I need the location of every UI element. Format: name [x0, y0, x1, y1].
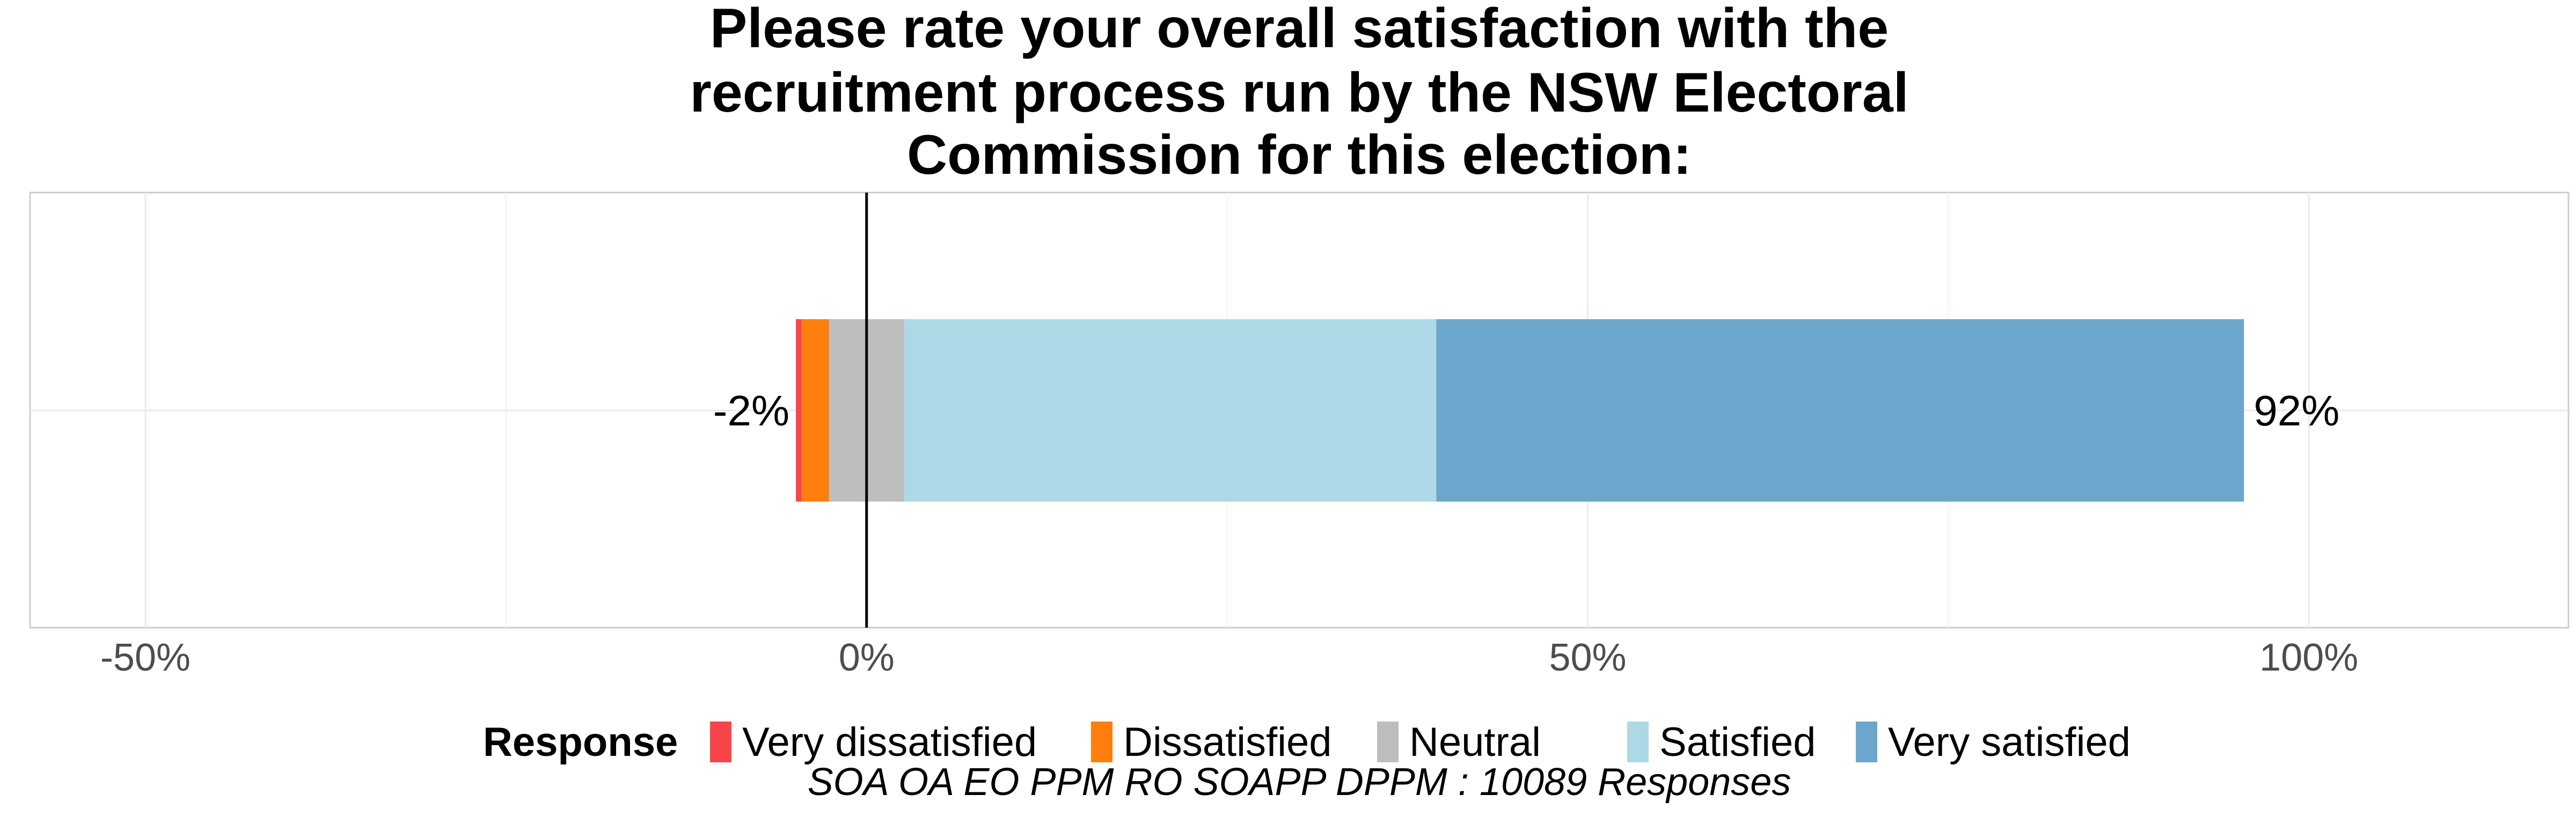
title-line-2: recruitment process run by the NSW Elect…	[690, 62, 1908, 124]
legend-label: Very dissatisfied	[742, 719, 1037, 765]
title-line-1: Please rate your overall satisfaction wi…	[710, 0, 1889, 60]
bar-segment-very-dissatisfied	[796, 319, 802, 502]
bar-segment-satisfied	[904, 319, 1437, 502]
legend-label: Dissatisfied	[1123, 719, 1332, 765]
legend: Response Very dissatisfied Dissatisfied Ne…	[483, 719, 2131, 765]
legend-swatch	[1377, 722, 1399, 762]
x-tick-label: 0%	[839, 636, 895, 679]
x-tick-label: 100%	[2259, 636, 2358, 679]
legend-swatch	[1856, 722, 1877, 762]
chart-title: Please rate your overall satisfaction wi…	[690, 0, 1908, 186]
x-tick-label: 50%	[1549, 636, 1626, 679]
bar-segment-dissatisfied	[801, 319, 829, 502]
caption: SOA OA EO PPM RO SOAPP DPPM : 10089 Resp…	[808, 761, 1791, 804]
legend-label: Satisfied	[1659, 719, 1816, 765]
x-tick-label: -50%	[100, 636, 191, 679]
legend-title: Response	[483, 719, 678, 765]
x-axis-tick-labels: -50% 0% 50% 100%	[100, 636, 2358, 679]
legend-label: Very satisfied	[1888, 719, 2131, 765]
title-line-3: Commission for this election:	[907, 124, 1692, 186]
legend-swatch	[1627, 722, 1649, 762]
legend-swatch	[710, 722, 731, 762]
negative-total-label: -2%	[713, 387, 789, 435]
bar-segment-very-satisfied	[1436, 319, 2244, 502]
positive-total-label: 92%	[2253, 387, 2339, 435]
legend-label: Neutral	[1409, 719, 1541, 765]
bar-segments	[796, 319, 2244, 502]
legend-swatch	[1091, 722, 1113, 762]
